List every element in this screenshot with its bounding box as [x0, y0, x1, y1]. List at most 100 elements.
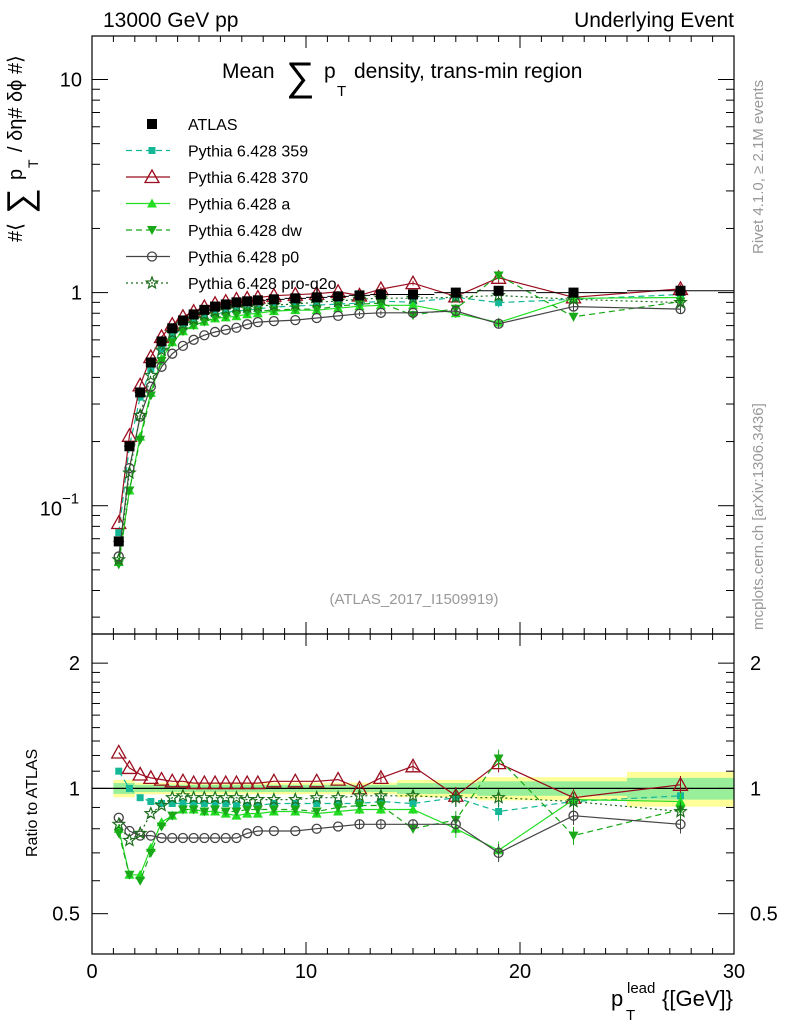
series-point-main	[252, 307, 263, 317]
series-point-ratio	[190, 799, 198, 807]
series-point-ratio	[407, 819, 419, 830]
series-point-ratio	[239, 774, 256, 790]
series-point-main	[111, 552, 127, 566]
series-point-ratio	[672, 776, 689, 791]
series-point-ratio	[229, 790, 244, 804]
series-point-ratio	[332, 821, 344, 832]
series-point-ratio	[147, 798, 155, 806]
series-point-ratio	[568, 831, 579, 841]
series-point-ratio	[145, 830, 157, 841]
x-axis-label: p T lead {[GeV]}	[611, 980, 733, 1024]
series-point-ratio	[493, 754, 504, 764]
ratio-y-tick-label: 0.5	[52, 904, 80, 926]
series-point-main	[115, 529, 123, 537]
series-point-main	[167, 338, 178, 348]
legend-marker	[143, 168, 161, 184]
series-point-ratio	[132, 766, 149, 781]
series-point-ratio	[142, 769, 159, 785]
x-tick-label: 20	[509, 961, 531, 983]
series-point-ratio	[185, 774, 202, 790]
data-point	[220, 299, 231, 310]
data-point	[333, 291, 344, 302]
series-point-ratio	[211, 799, 219, 807]
series-point-main	[450, 305, 461, 317]
series-point-ratio	[405, 788, 421, 802]
series-point-main	[220, 312, 231, 322]
data-point	[145, 357, 156, 368]
data-point	[375, 289, 386, 300]
data-point	[568, 287, 579, 298]
atlas-data-points	[113, 285, 734, 547]
ylabel-sum-symbol: ∑	[0, 188, 40, 214]
legend-marker	[147, 226, 157, 235]
series-point-ratio	[450, 819, 461, 830]
series-point-main	[156, 356, 167, 366]
series-point-ratio	[231, 832, 242, 844]
side-label-rivet: Rivet 4.1.0, ≥ 2.1M events	[750, 80, 767, 254]
data-point	[268, 294, 279, 305]
series-point-ratio	[115, 767, 123, 775]
data-point	[199, 304, 210, 315]
series-point-main	[220, 324, 231, 335]
y-tick-label: 10	[60, 69, 82, 91]
ratio-y-tick-label-right: 1	[750, 778, 761, 800]
series-point-main	[407, 307, 419, 318]
y-tick-label-exponent: −1	[62, 491, 79, 508]
series-point-ratio	[372, 769, 390, 785]
series-point-ratio	[268, 805, 279, 815]
series-point-main	[199, 330, 210, 341]
series-point-ratio	[158, 799, 166, 807]
series-point-ratio	[408, 804, 418, 814]
series-point-ratio	[220, 832, 231, 844]
series-point-main	[673, 294, 688, 309]
series-point-main	[311, 312, 322, 324]
series-point-main	[177, 340, 189, 352]
series-point-ratio	[199, 807, 210, 817]
series-point-ratio	[409, 799, 417, 807]
legend-marker	[148, 147, 156, 154]
series-pythia-6-428-p0	[113, 301, 686, 863]
data-point	[242, 296, 253, 307]
series-point-ratio	[220, 807, 231, 817]
series-point-ratio	[311, 823, 322, 834]
series-point-ratio	[568, 810, 579, 821]
series-point-ratio	[179, 799, 187, 807]
legend-label: Pythia 6.428 359	[188, 144, 308, 161]
ratio-y-tick-label-right: 0.5	[750, 904, 778, 926]
series-point-ratio	[188, 805, 199, 815]
series-point-ratio	[373, 788, 389, 802]
series-point-ratio	[493, 847, 504, 859]
series-point-ratio	[135, 876, 146, 886]
series-point-ratio	[113, 812, 124, 823]
ratio-y-tick-label: 2	[69, 653, 80, 675]
series-point-main	[268, 306, 279, 316]
series-point-ratio	[249, 774, 266, 790]
series-point-main	[177, 327, 188, 337]
series-point-ratio	[495, 808, 503, 816]
series-point-ratio	[375, 819, 387, 830]
series-point-ratio	[266, 791, 282, 806]
x-tick-label: 30	[723, 961, 745, 983]
series-point-ratio	[268, 825, 280, 837]
series-point-ratio	[491, 790, 506, 804]
series-point-ratio	[252, 805, 263, 815]
data-point	[493, 285, 504, 296]
series-point-main	[154, 342, 169, 357]
series-point-ratio	[566, 793, 581, 808]
series-point-ratio	[329, 771, 347, 786]
data-point	[135, 387, 146, 398]
series-point-main	[290, 314, 301, 326]
series-point-ratio	[673, 803, 688, 818]
legend-marker	[146, 251, 158, 262]
series-point-ratio	[145, 848, 156, 858]
series-point-main	[145, 381, 157, 392]
series-point-main	[404, 274, 422, 290]
series-point-ratio	[313, 799, 321, 807]
data-point	[113, 536, 124, 547]
legend-marker	[147, 198, 157, 208]
series-point-ratio	[156, 822, 167, 832]
data-point	[450, 287, 461, 298]
legend-entry: ATLAS	[147, 117, 238, 134]
series-point-main	[199, 317, 210, 327]
